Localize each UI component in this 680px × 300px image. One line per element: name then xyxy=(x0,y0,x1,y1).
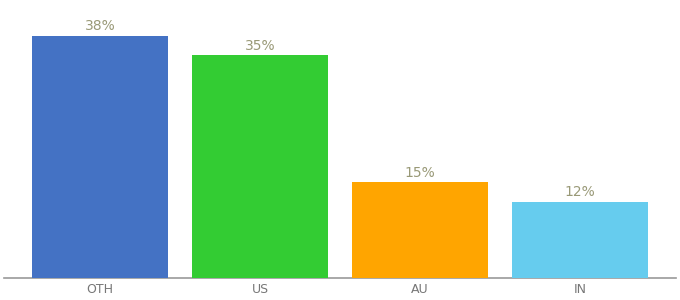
Bar xyxy=(352,182,488,278)
Bar xyxy=(512,202,648,278)
Text: 35%: 35% xyxy=(245,39,275,52)
Bar xyxy=(192,55,328,278)
Text: 12%: 12% xyxy=(564,185,595,199)
Bar xyxy=(32,36,168,278)
Text: 38%: 38% xyxy=(85,20,116,34)
Text: 15%: 15% xyxy=(405,166,435,180)
